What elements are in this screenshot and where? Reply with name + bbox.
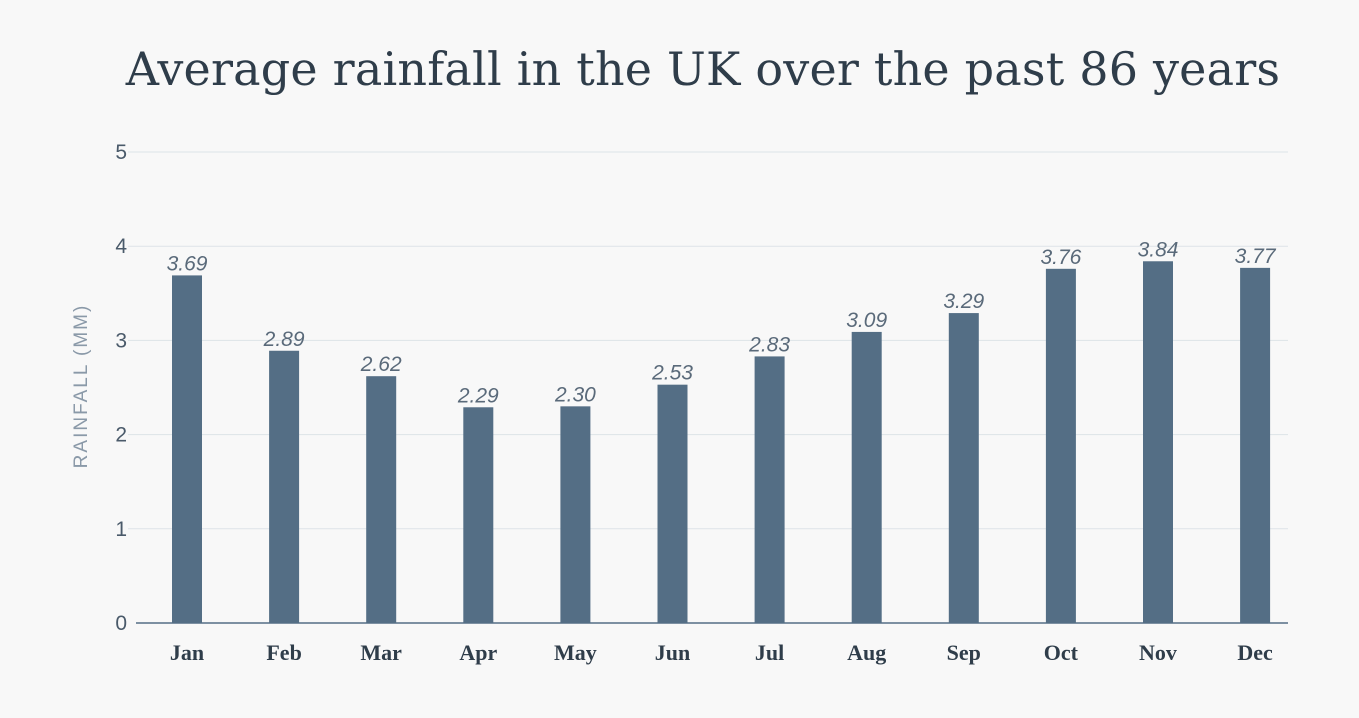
data-label-mar: 2.62 — [360, 353, 402, 376]
y-tick-label: 1 — [115, 518, 127, 541]
x-tick-label-nov: Nov — [1139, 640, 1177, 665]
bar-dec — [1240, 267, 1271, 623]
y-tick-label: 4 — [115, 235, 127, 258]
bar-sep — [948, 313, 979, 623]
data-label-apr: 2.29 — [457, 384, 499, 407]
bars — [172, 261, 1271, 623]
x-tick-label-aug: Aug — [847, 640, 886, 665]
x-tick-label-jul: Jul — [755, 640, 784, 665]
data-label-oct: 3.76 — [1040, 246, 1081, 269]
y-axis: 0 1 2 3 4 5 — [115, 141, 127, 635]
data-label-nov: 3.84 — [1138, 238, 1179, 261]
bar-nov — [1143, 261, 1173, 623]
y-tick-label: 5 — [115, 141, 127, 164]
x-axis: Jan Feb Mar Apr May Jun Jul Aug Sep Oct Nov Dec — [136, 622, 1288, 665]
bar-apr — [463, 407, 494, 623]
x-tick-label-may: May — [554, 640, 597, 665]
bar-feb — [269, 350, 300, 623]
bar-may — [560, 406, 591, 623]
x-tick-label-jan: Jan — [170, 640, 204, 665]
gridlines — [128, 151, 1288, 530]
y-tick-label: 2 — [115, 424, 127, 447]
data-label-feb: 2.89 — [263, 328, 305, 351]
data-label-jun: 2.53 — [651, 362, 693, 385]
data-label-may: 2.30 — [554, 383, 596, 406]
data-label-jul: 2.83 — [748, 333, 790, 356]
bar-jun — [657, 384, 688, 623]
data-label-dec: 3.77 — [1235, 245, 1277, 268]
data-label-aug: 3.09 — [846, 309, 887, 332]
bar-oct — [1045, 268, 1076, 623]
y-axis-title: RAINFALL (MM) — [71, 304, 92, 469]
bar-mar — [366, 376, 397, 623]
x-tick-label-jun: Jun — [655, 640, 690, 665]
x-tick-label-oct: Oct — [1044, 640, 1079, 665]
data-labels: 3.69 2.89 2.62 2.29 2.30 2.53 2.83 3.09 3.29 3.76… — [167, 238, 1277, 407]
x-tick-label-feb: Feb — [266, 640, 301, 665]
y-tick-label: 0 — [115, 612, 127, 635]
bar-aug — [851, 331, 882, 623]
data-label-sep: 3.29 — [943, 290, 984, 313]
bar-jul — [754, 356, 785, 623]
data-label-jan: 3.69 — [167, 252, 208, 275]
x-tick-label-apr: Apr — [459, 640, 497, 665]
x-tick-label-mar: Mar — [360, 640, 402, 665]
y-tick-label: 3 — [115, 329, 127, 352]
bar-jan — [172, 275, 202, 623]
x-tick-label-sep: Sep — [947, 640, 981, 665]
x-tick-label-dec: Dec — [1237, 640, 1273, 665]
chart-title: Average rainfall in the UK over the past… — [125, 42, 1281, 96]
